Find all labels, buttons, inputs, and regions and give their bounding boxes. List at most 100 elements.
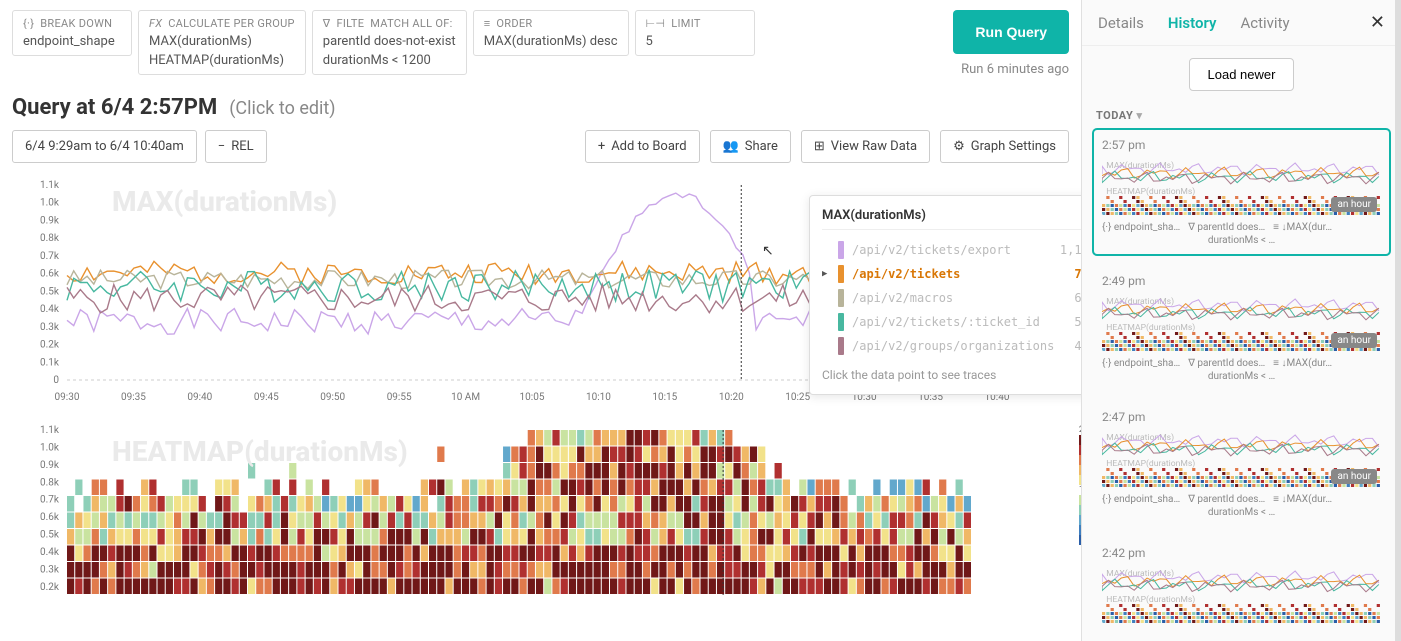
sidebar: Details History Activity ✕ Load newer TO… bbox=[1081, 0, 1401, 641]
tooltip-title: MAX(durationMs) bbox=[822, 208, 1081, 230]
svg-text:10:15: 10:15 bbox=[652, 392, 677, 403]
svg-text:1.0k: 1.0k bbox=[40, 198, 60, 209]
chevron-down-icon: ▾ bbox=[1137, 109, 1143, 122]
svg-text:HEATMAP(durationMs): HEATMAP(durationMs) bbox=[1106, 594, 1195, 605]
breakdown-box[interactable]: {·} BREAK DOWN endpoint_shape bbox=[12, 10, 132, 56]
filter-value-0: parentId does-not-exist bbox=[323, 34, 456, 49]
svg-text:09:30: 09:30 bbox=[55, 392, 80, 403]
history-thumb: MAX(durationMs) HEATMAP(durationMs) bbox=[1102, 564, 1381, 624]
filter-value-1: durationMs < 1200 bbox=[323, 53, 456, 68]
history-thumb: MAX(durationMs) HEATMAP(durationMs) an h… bbox=[1102, 428, 1381, 488]
grid-icon: ⊞ bbox=[814, 139, 825, 154]
breakdown-value: endpoint_shape bbox=[23, 34, 121, 49]
svg-text:1.1k: 1.1k bbox=[40, 425, 60, 436]
limit-value: 5 bbox=[646, 34, 744, 49]
svg-text:1.0k: 1.0k bbox=[40, 442, 60, 453]
svg-text:0.7k: 0.7k bbox=[40, 495, 60, 506]
svg-text:0.8k: 0.8k bbox=[40, 233, 60, 244]
load-newer-button[interactable]: Load newer bbox=[1189, 58, 1295, 91]
tab-details[interactable]: Details bbox=[1098, 14, 1144, 32]
tab-history[interactable]: History bbox=[1168, 14, 1217, 32]
svg-text:10:20: 10:20 bbox=[719, 392, 744, 403]
scrollbar[interactable] bbox=[1395, 0, 1401, 641]
timerange-text: 6/4 9:29am to 6/4 10:40am bbox=[25, 139, 184, 154]
run-ago-text: Run 6 minutes ago bbox=[961, 62, 1069, 77]
heatmap-svg[interactable]: 1.1k1.0k0.9k0.8k0.7k0.6k0.5k0.4k0.3k0.2k bbox=[12, 425, 1012, 595]
svg-text:0.9k: 0.9k bbox=[40, 460, 60, 471]
svg-text:0.2k: 0.2k bbox=[40, 340, 60, 351]
order-value: MAX(durationMs) desc bbox=[484, 34, 618, 49]
tooltip-row[interactable]: /api/v2/macros628 bbox=[822, 286, 1081, 310]
history-item[interactable]: 2:47 pm MAX(durationMs) HEATMAP(duration… bbox=[1092, 400, 1391, 528]
today-label: TODAY ▾ bbox=[1082, 103, 1401, 128]
calculate-box[interactable]: fxCALCULATE PER GROUP MAX(durationMs) HE… bbox=[138, 10, 306, 75]
line-chart[interactable]: MAX(durationMs) 1.1k1.0k0.9k0.8k0.7k0.6k… bbox=[12, 175, 1069, 405]
limit-box[interactable]: ⊢⊣ LIMIT 5 bbox=[635, 10, 755, 56]
history-list[interactable]: 2:57 pm MAX(durationMs) HEATMAP(duration… bbox=[1082, 128, 1401, 641]
view-raw-text: View Raw Data bbox=[831, 139, 917, 154]
svg-text:09:45: 09:45 bbox=[254, 392, 279, 403]
run-query-button[interactable]: Run Query bbox=[953, 10, 1069, 54]
svg-text:10 AM: 10 AM bbox=[451, 392, 480, 403]
breakdown-icon: {·} bbox=[23, 17, 34, 30]
svg-text:0.4k: 0.4k bbox=[40, 304, 60, 315]
calculate-value-0: MAX(durationMs) bbox=[149, 34, 295, 49]
svg-text:0: 0 bbox=[53, 375, 59, 386]
history-item[interactable]: 2:49 pm MAX(durationMs) HEATMAP(duration… bbox=[1092, 264, 1391, 392]
title-hint: (Click to edit) bbox=[229, 98, 335, 119]
svg-text:0.8k: 0.8k bbox=[40, 477, 60, 488]
tooltip-row[interactable]: /api/v2/groups/organizations410 bbox=[822, 334, 1081, 358]
share-button[interactable]: 👥Share bbox=[710, 130, 791, 163]
tooltip-row[interactable]: /api/v2/tickets/:ticket_id510 bbox=[822, 310, 1081, 334]
svg-text:0.1k: 0.1k bbox=[40, 357, 60, 368]
filter-sub: MATCH ALL OF: bbox=[370, 17, 452, 30]
view-raw-button[interactable]: ⊞ View Raw Data bbox=[801, 130, 930, 163]
svg-text:10:10: 10:10 bbox=[586, 392, 611, 403]
share-text: Share bbox=[745, 139, 778, 154]
filter-label: FILTE bbox=[336, 17, 364, 30]
close-icon[interactable]: ✕ bbox=[1370, 12, 1385, 33]
graph-settings-button[interactable]: ⚙ Graph Settings bbox=[940, 130, 1069, 163]
chart-tooltip: MAX(durationMs) /api/v2/tickets/export1,… bbox=[809, 195, 1081, 395]
svg-text:1.1k: 1.1k bbox=[40, 180, 60, 191]
gear-icon: ⚙ bbox=[953, 139, 965, 154]
limit-label: LIMIT bbox=[671, 17, 700, 30]
svg-text:0.3k: 0.3k bbox=[40, 322, 60, 333]
calculate-value-1: HEATMAP(durationMs) bbox=[149, 53, 295, 68]
fx-icon: fx bbox=[149, 17, 162, 30]
svg-text:HEATMAP(durationMs): HEATMAP(durationMs) bbox=[1106, 458, 1195, 469]
timerange-pill[interactable]: 6/4 9:29am to 6/4 10:40am bbox=[12, 130, 197, 163]
svg-text:0.4k: 0.4k bbox=[40, 547, 60, 558]
limit-icon: ⊢⊣ bbox=[646, 17, 666, 30]
rel-text: REL bbox=[231, 139, 253, 154]
rel-pill[interactable]: −REL bbox=[205, 130, 267, 163]
history-thumb: MAX(durationMs) HEATMAP(durationMs) an h… bbox=[1102, 292, 1381, 352]
heatmap-legend: 25131 bbox=[1079, 425, 1081, 555]
tab-activity[interactable]: Activity bbox=[1240, 14, 1289, 32]
svg-text:HEATMAP(durationMs): HEATMAP(durationMs) bbox=[1106, 322, 1195, 333]
svg-text:HEATMAP(durationMs): HEATMAP(durationMs) bbox=[1106, 186, 1195, 197]
svg-text:0.6k: 0.6k bbox=[40, 269, 60, 280]
filter-box[interactable]: ∇FILTEMATCH ALL OF: parentId does-not-ex… bbox=[312, 10, 467, 75]
history-item[interactable]: 2:57 pm MAX(durationMs) HEATMAP(duration… bbox=[1092, 128, 1391, 256]
order-box[interactable]: ≡ORDER MAX(durationMs) desc bbox=[473, 10, 629, 56]
order-icon: ≡ bbox=[484, 17, 491, 30]
add-board-text: Add to Board bbox=[611, 139, 686, 154]
svg-text:0.3k: 0.3k bbox=[40, 564, 60, 575]
add-to-board-button[interactable]: +Add to Board bbox=[585, 130, 700, 163]
graph-settings-text: Graph Settings bbox=[971, 139, 1056, 154]
heatmap-chart[interactable]: HEATMAP(durationMs) 1.1k1.0k0.9k0.8k0.7k… bbox=[12, 425, 1069, 595]
svg-text:0.7k: 0.7k bbox=[40, 251, 60, 262]
svg-text:09:55: 09:55 bbox=[387, 392, 412, 403]
svg-text:10:05: 10:05 bbox=[520, 392, 545, 403]
svg-text:09:40: 09:40 bbox=[187, 392, 212, 403]
breakdown-label: BREAK DOWN bbox=[40, 17, 112, 30]
svg-text:0.2k: 0.2k bbox=[40, 582, 60, 593]
history-item[interactable]: 2:42 pm MAX(durationMs) HEATMAP(duration… bbox=[1092, 536, 1391, 634]
svg-text:0.6k: 0.6k bbox=[40, 512, 60, 523]
tooltip-row[interactable]: ▶/api/v2/tickets702 bbox=[822, 262, 1081, 286]
page-title[interactable]: Query at 6/4 2:57PM bbox=[12, 95, 217, 120]
svg-text:09:50: 09:50 bbox=[320, 392, 345, 403]
tooltip-row[interactable]: /api/v2/tickets/export1,182 bbox=[822, 238, 1081, 262]
history-thumb: MAX(durationMs) HEATMAP(durationMs) an h… bbox=[1102, 156, 1381, 216]
